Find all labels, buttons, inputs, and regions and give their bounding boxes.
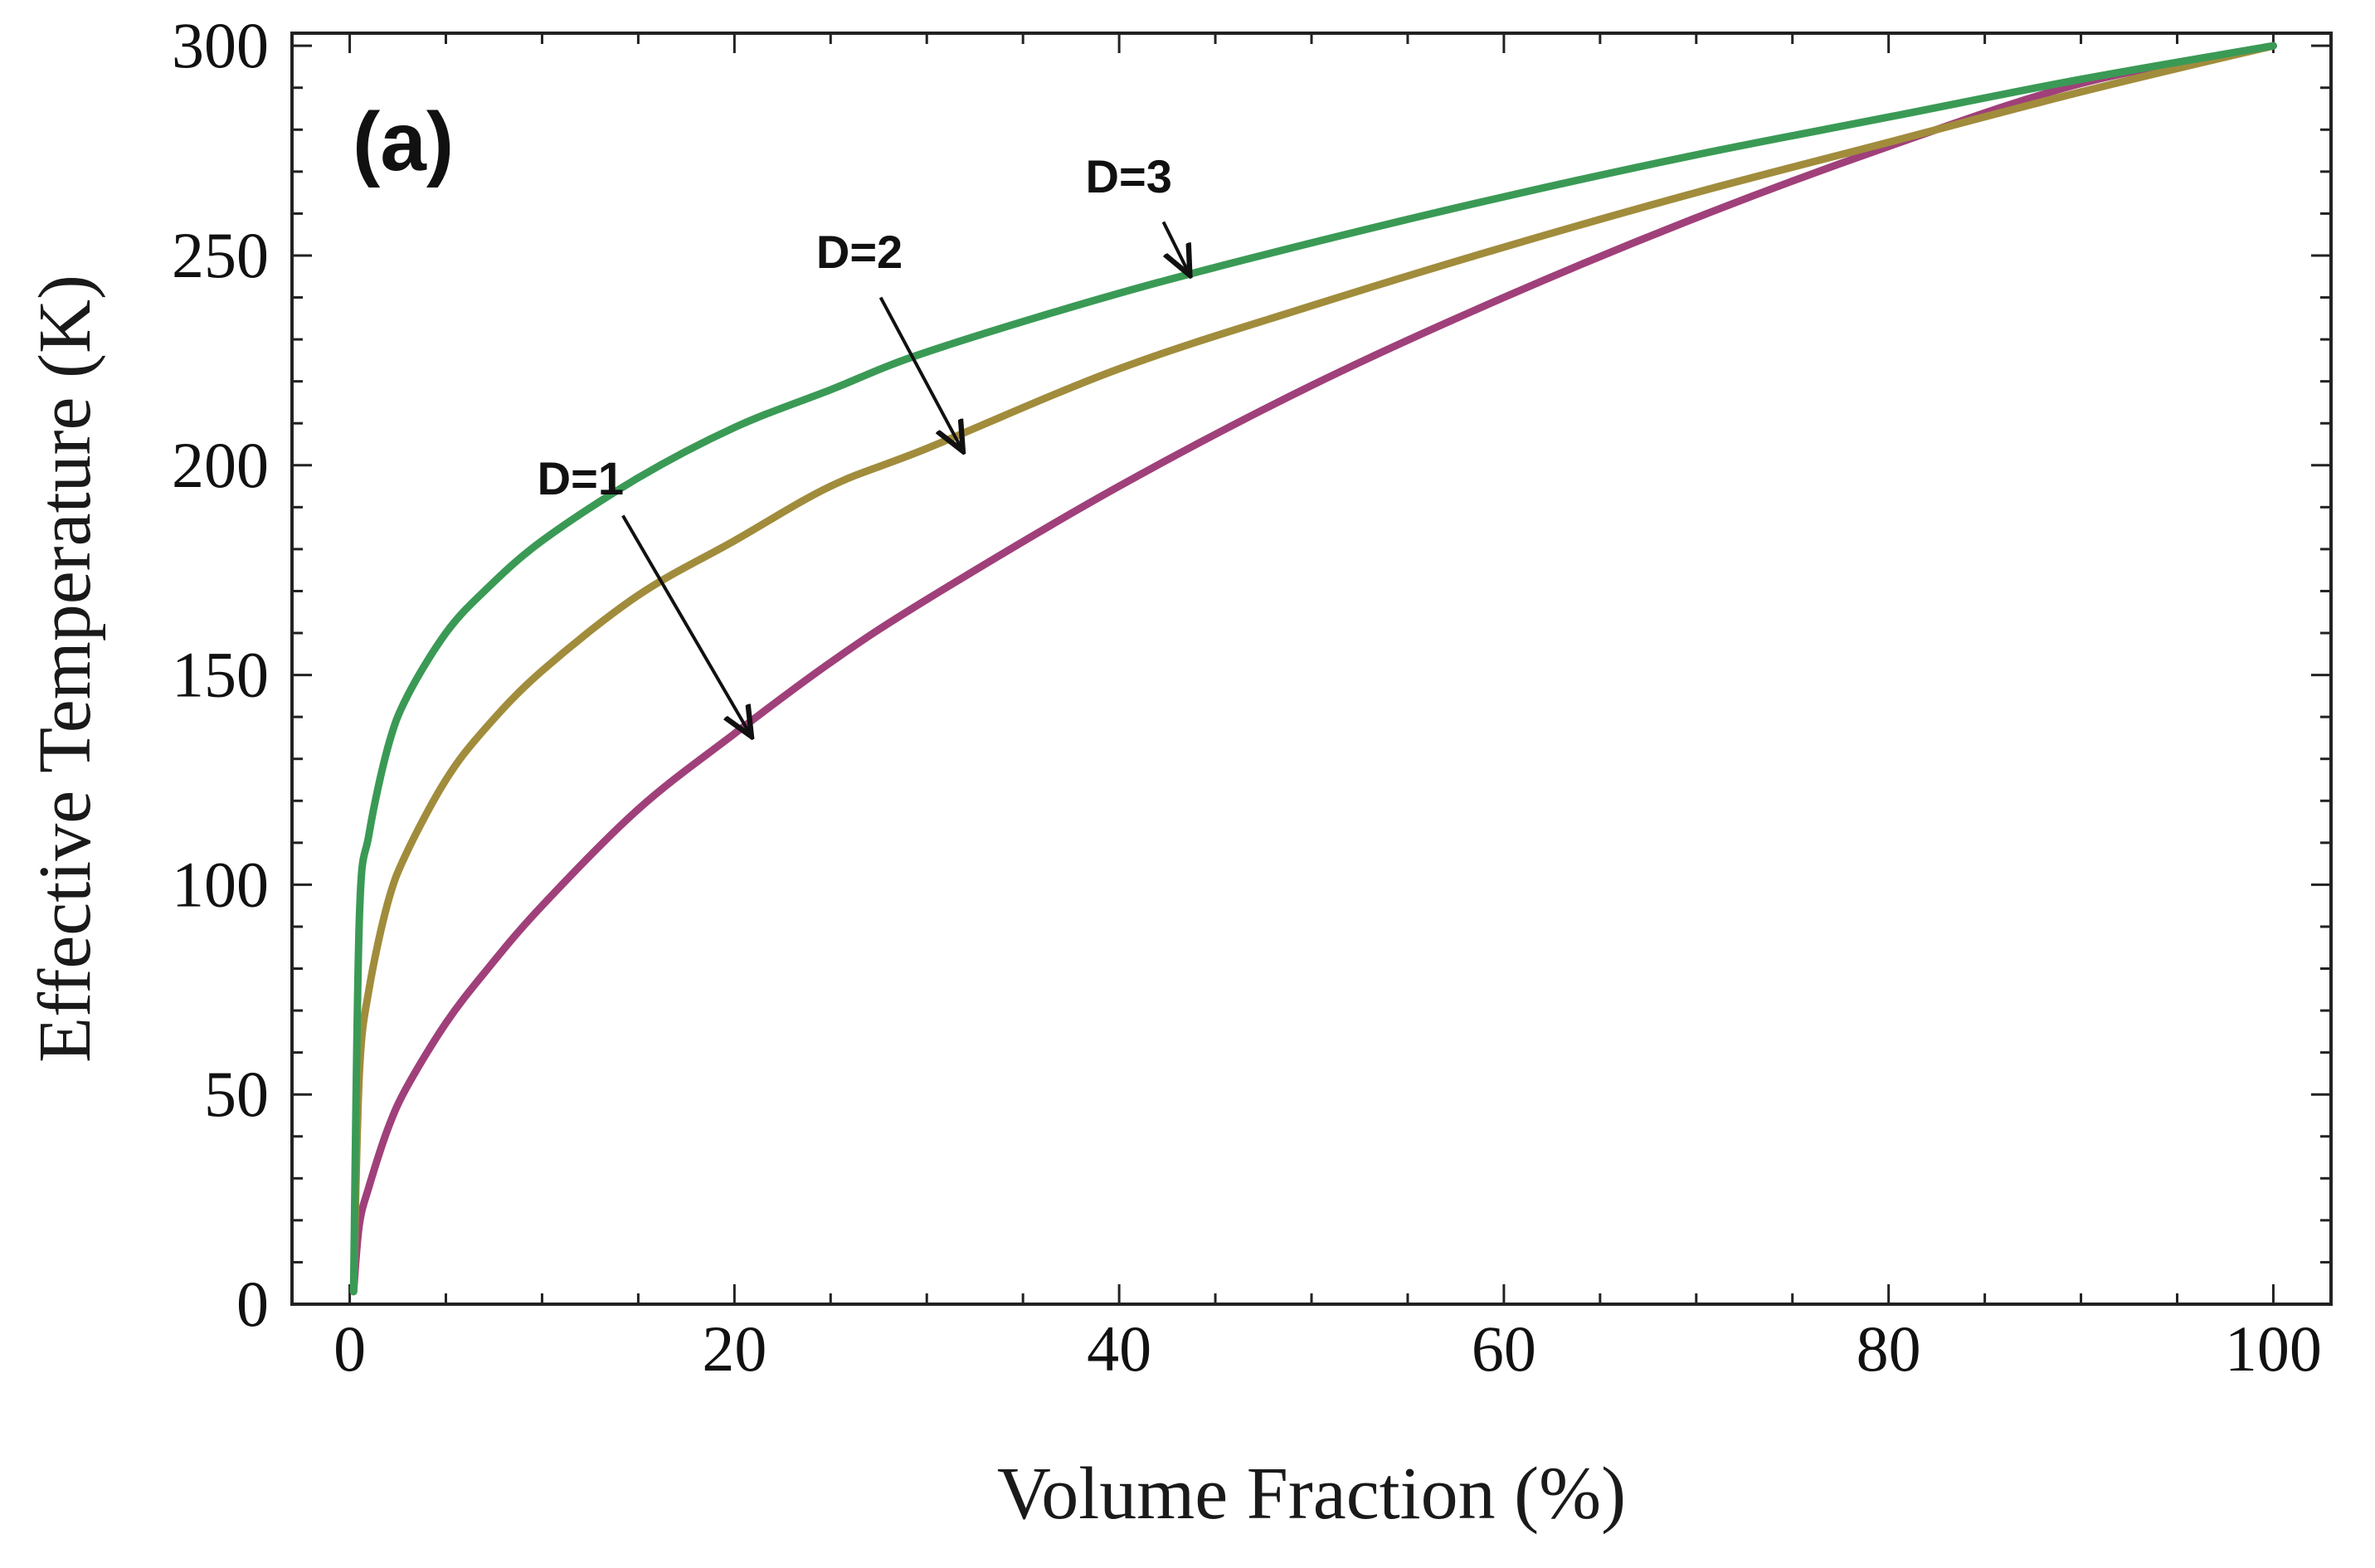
series-lines (349, 41, 2277, 1296)
annotation-label: D=1 (538, 452, 624, 504)
x-tick-label: 60 (1472, 1312, 1536, 1385)
plot-frame (290, 32, 2333, 1306)
x-tick-label: 100 (2225, 1312, 2322, 1385)
annotation-arrow (1161, 221, 1188, 273)
y-tick-label: 0 (236, 1268, 269, 1340)
annotation-arrow (878, 296, 961, 449)
y-tick-label: 50 (204, 1058, 269, 1130)
x-tick-label: 20 (702, 1312, 767, 1385)
y-tick-label: 250 (172, 219, 269, 291)
x-axis-title: Volume Fraction (%) (997, 1453, 1626, 1535)
series-line-d-3 (349, 41, 2277, 1296)
y-axis-title: Effective Temperature (K) (24, 275, 106, 1063)
annotations: D=1 D=2 D=3 (538, 150, 1189, 733)
annotation-label: D=3 (1086, 150, 1172, 202)
y-tick-label: 200 (172, 429, 269, 501)
y-tick-label: 300 (172, 9, 269, 81)
annotation-label: D=2 (816, 226, 903, 278)
series-line-d-1 (349, 41, 2277, 1296)
x-tick-label: 0 (333, 1312, 366, 1385)
ticks: 0 20 40 60 80 100 0 50 100 150 200 250 300 (172, 9, 2331, 1385)
y-tick-label: 100 (172, 848, 269, 920)
x-tick-label: 40 (1087, 1312, 1151, 1385)
series-line-d-2 (349, 41, 2277, 1296)
x-tick-label: 80 (1857, 1312, 1921, 1385)
panel-label: (a) (353, 95, 454, 188)
y-tick-label: 150 (172, 639, 269, 711)
annotation-arrow (621, 514, 750, 733)
